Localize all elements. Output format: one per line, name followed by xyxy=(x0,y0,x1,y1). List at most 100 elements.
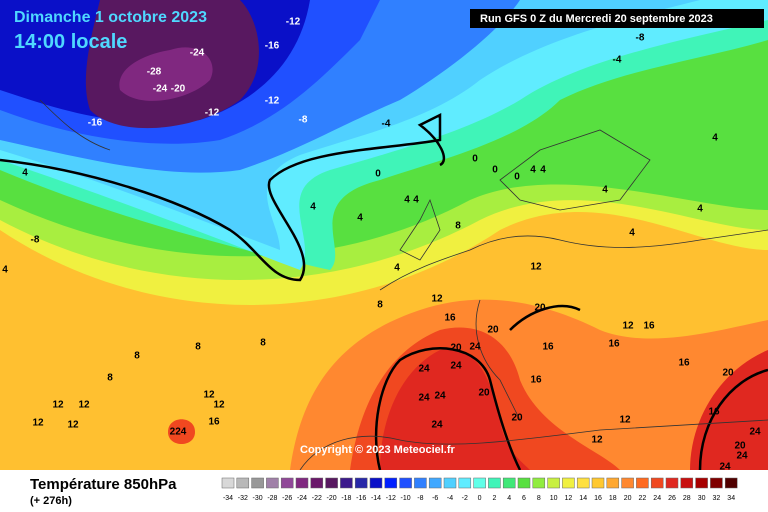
legend-swatch xyxy=(369,477,383,489)
legend-swatch xyxy=(532,477,546,489)
legend-tick-label: -14 xyxy=(371,495,381,502)
contour-label: 0 xyxy=(514,172,520,183)
legend-swatch xyxy=(576,477,590,489)
contour-label: -8 xyxy=(636,33,645,44)
contour-label: 24 xyxy=(418,393,430,404)
contour-label: 12 xyxy=(213,400,225,411)
contour-label: 8 xyxy=(195,342,201,353)
color-legend: -34 -32 -30 -28 -26 -24 -22 -20 -18 -16 -14 -12 -10-… xyxy=(221,477,738,502)
contour-label: 20 xyxy=(722,368,734,379)
legend-swatch xyxy=(502,477,516,489)
legend-swatch xyxy=(665,477,679,489)
legend-tick-label: -4 xyxy=(447,495,453,502)
contour-label: 4 xyxy=(629,228,635,239)
contour-label: 16 xyxy=(608,339,620,350)
contour-labels: -16-12-16-24-28-24 -20-12-12-8 -4-8-400444… xyxy=(2,17,761,473)
contour-label: 20 xyxy=(734,441,746,452)
legend-tick-label: -30 xyxy=(253,495,263,502)
legend-tick-label: -18 xyxy=(341,495,351,502)
contour-label: 4 xyxy=(310,202,316,213)
date-label: Dimanche 1 octobre 2023 xyxy=(14,9,207,26)
legend-swatch xyxy=(710,477,723,489)
legend-swatch xyxy=(325,477,338,489)
contour-label: 24 xyxy=(434,391,446,402)
legend-tick-label: -8 xyxy=(417,495,423,502)
contour-label: -16 xyxy=(265,41,280,52)
contour-label: 12 xyxy=(591,435,603,446)
contour-label: 12 xyxy=(622,321,634,332)
legend-swatch xyxy=(547,477,560,489)
contour-label: 4 xyxy=(22,168,28,179)
contour-label: 20 xyxy=(511,413,523,424)
contour-label: 20 xyxy=(534,303,546,314)
legend-swatch xyxy=(443,477,457,489)
contour-label: -20 xyxy=(171,84,186,95)
contour-label: 12 xyxy=(78,400,90,411)
contour-label: 24 xyxy=(450,361,462,372)
isotherm-twenty xyxy=(698,368,768,471)
contour-label: 12 xyxy=(203,390,215,401)
legend-swatch xyxy=(517,477,531,489)
legend-swatch xyxy=(650,477,664,489)
contour-label: -24 xyxy=(153,84,168,95)
contour-label: -16 xyxy=(88,118,103,129)
contour-label: 24 xyxy=(749,427,761,438)
contour-label: 12 xyxy=(431,294,443,305)
legend-tick-label: 34 xyxy=(727,495,735,502)
contour-label: 4 xyxy=(530,165,536,176)
copyright: Copyright © 2023 Meteociel.fr xyxy=(300,444,456,456)
contour-label: 12 xyxy=(67,420,79,431)
legend-swatch xyxy=(295,477,309,489)
contour-label: 8 xyxy=(134,351,140,362)
contour-label: 4 xyxy=(712,133,718,144)
legend-swatch xyxy=(354,477,368,489)
legend-tick-label: -10 xyxy=(401,495,411,502)
legend-tick-label: 10 xyxy=(550,495,558,502)
legend-tick-label: 32 xyxy=(713,495,721,502)
coastline xyxy=(39,99,768,471)
contour-label: 8 xyxy=(260,338,266,349)
isotherm-twenty xyxy=(374,347,522,471)
contour-label: 4 xyxy=(540,165,546,176)
legend-swatch xyxy=(724,477,738,489)
legend-swatch xyxy=(680,477,694,489)
legend-tick-label: 28 xyxy=(683,495,691,502)
legend-tick-label: 8 xyxy=(537,495,541,502)
contour-label: 16 xyxy=(643,321,655,332)
zone xyxy=(380,349,530,470)
legend-tick-label: -34 xyxy=(223,495,233,502)
legend-tick-label: 12 xyxy=(565,495,573,502)
legend-tick-label: -28 xyxy=(267,495,277,502)
contour-label: 4 xyxy=(404,195,410,206)
legend-tick-label: 16 xyxy=(594,495,602,502)
legend-tick-label: -6 xyxy=(432,495,438,502)
legend-swatch xyxy=(414,477,427,489)
contour-label: 4 xyxy=(697,204,703,215)
contour-label: 12 xyxy=(530,262,542,273)
legend-tick-label: 4 xyxy=(507,495,511,502)
contour-label: 20 xyxy=(487,325,499,336)
legend-swatch xyxy=(266,477,279,489)
legend-tick-label: 14 xyxy=(579,495,587,502)
footer-lead: (+ 276h) xyxy=(30,495,72,507)
legend-tick-label: -2 xyxy=(462,495,468,502)
legend-tick-label: 2 xyxy=(492,495,496,502)
legend-swatch xyxy=(695,477,708,489)
legend-tick-label: 20 xyxy=(624,495,632,502)
legend-swatch xyxy=(636,477,649,489)
contour-label: 4 xyxy=(413,195,419,206)
contour-label: -24 xyxy=(190,48,205,59)
footer xyxy=(0,470,768,512)
legend-tick-label: -20 xyxy=(327,495,337,502)
contour-label: 16 xyxy=(530,375,542,386)
isotherm-twenty xyxy=(509,304,581,331)
contour-label: 24 xyxy=(719,462,731,473)
legend-tick-label: 26 xyxy=(668,495,676,502)
contour-label: 8 xyxy=(455,221,461,232)
contour-label: 24 xyxy=(736,451,748,462)
zone xyxy=(690,350,768,470)
contour-label: 16 xyxy=(444,313,456,324)
contour-label: 0 xyxy=(472,154,478,165)
